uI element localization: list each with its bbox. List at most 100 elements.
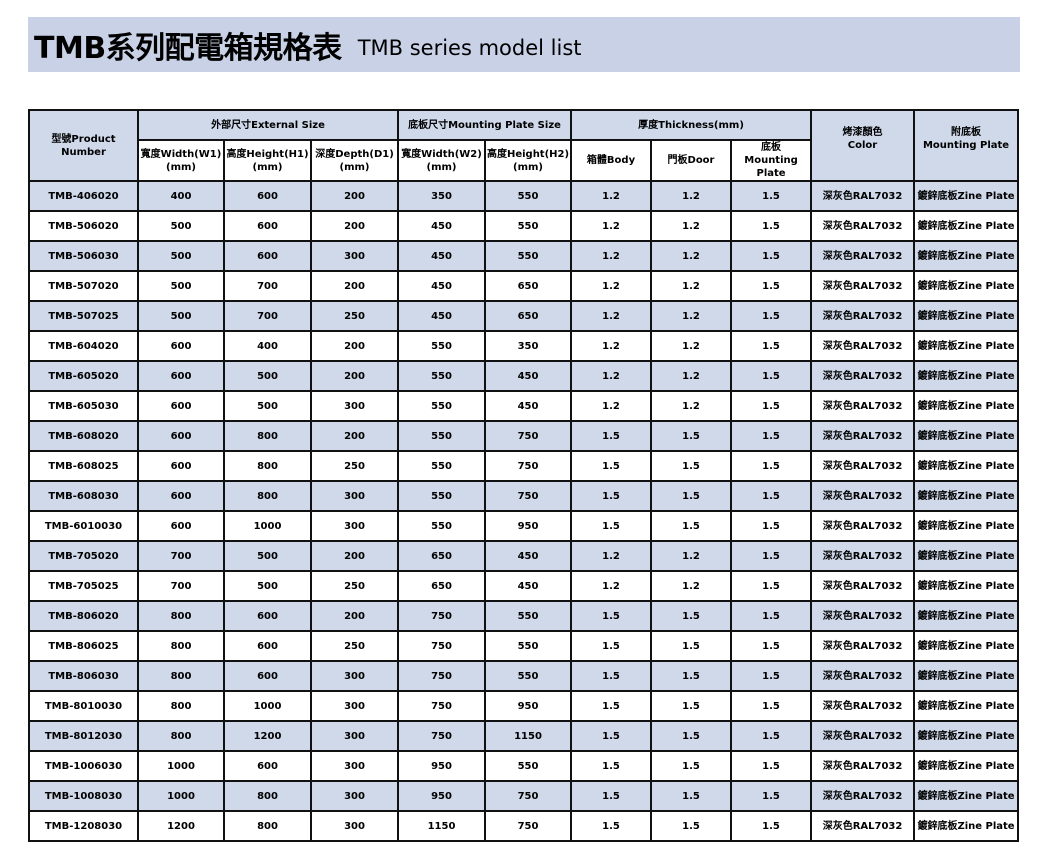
- cell-height2: 950: [484, 690, 573, 722]
- cell-height1: 1000: [223, 510, 312, 542]
- cell-width1: 600: [137, 480, 225, 512]
- cell-height2: 750: [484, 450, 573, 482]
- cell-color: 深灰色RAL7032: [810, 480, 916, 512]
- cell-color: 深灰色RAL7032: [810, 330, 916, 362]
- table-row: TMB-507020 500 700 200 450 650 1.2 1.2 1.5 深灰色RAL…: [28, 270, 1020, 302]
- cell-thickness-mounting-plate: 1.5: [730, 720, 813, 752]
- table-row: TMB-506030 500 600 300 450 550 1.2 1.2 1.5 深灰色RAL…: [28, 240, 1020, 272]
- table-row: TMB-605030 600 500 300 550 450 1.2 1.2 1.5 深灰色RAL…: [28, 390, 1020, 422]
- cell-width1: 600: [137, 330, 225, 362]
- header-plate: 附底板 Mounting Plate: [913, 109, 1020, 182]
- cell-width1: 600: [137, 360, 225, 392]
- cell-thickness-body: 1.5: [570, 450, 653, 482]
- cell-width2: 550: [397, 420, 487, 452]
- cell-color: 深灰色RAL7032: [810, 600, 916, 632]
- header-color-zh: 烤漆顏色: [842, 127, 883, 138]
- cell-mounting-plate: 鍍鋅底板Zine Plate: [913, 660, 1020, 692]
- table-row: TMB-608030 600 800 300 550 750 1.5 1.5 1.5 深灰色RAL…: [28, 480, 1020, 512]
- cell-product-number: TMB-406020: [28, 180, 139, 212]
- cell-mounting-plate: 鍍鋅底板Zine Plate: [913, 600, 1020, 632]
- title-zh: TMB系列配電箱規格表: [34, 30, 342, 66]
- table-row: TMB-8012030 800 1200 300 750 1150 1.5 1.5 1.5 深灰色…: [28, 720, 1020, 752]
- cell-thickness-mounting-plate: 1.5: [730, 570, 813, 602]
- unit-label: (mm): [339, 161, 370, 173]
- cell-width2: 750: [397, 720, 487, 752]
- cell-mounting-plate: 鍍鋅底板Zine Plate: [913, 540, 1020, 572]
- cell-width2: 450: [397, 240, 487, 272]
- cell-thickness-door: 1.5: [650, 480, 733, 512]
- cell-thickness-door: 1.2: [650, 330, 733, 362]
- cell-thickness-door: 1.5: [650, 750, 733, 782]
- cell-thickness-door: 1.5: [650, 780, 733, 812]
- cell-thickness-door: 1.2: [650, 390, 733, 422]
- cell-width2: 550: [397, 480, 487, 512]
- cell-depth1: 200: [309, 600, 400, 632]
- cell-thickness-door: 1.2: [650, 570, 733, 602]
- cell-width1: 800: [137, 660, 225, 692]
- cell-height2: 450: [484, 570, 573, 602]
- cell-width1: 500: [137, 300, 225, 332]
- cell-thickness-body: 1.5: [570, 720, 653, 752]
- cell-product-number: TMB-608025: [28, 450, 139, 482]
- header-width2-label: 寬度Width(W2): [401, 148, 482, 160]
- cell-depth1: 200: [309, 540, 400, 572]
- cell-thickness-mounting-plate: 1.5: [730, 390, 813, 422]
- cell-width1: 1000: [137, 780, 225, 812]
- cell-width2: 650: [397, 540, 487, 572]
- cell-depth1: 300: [309, 390, 400, 422]
- table-row: TMB-604020 600 400 200 550 350 1.2 1.2 1.5 深灰色RAL…: [28, 330, 1020, 362]
- table-row: TMB-507025 500 700 250 450 650 1.2 1.2 1.5 深灰色RAL…: [28, 300, 1020, 332]
- table-row: TMB-806030 800 600 300 750 550 1.5 1.5 1.5 深灰色RAL…: [28, 660, 1020, 692]
- header-width1-label: 寬度Width(W1): [140, 148, 222, 160]
- title-en: TMB series model list: [357, 35, 582, 60]
- cell-color: 深灰色RAL7032: [810, 300, 916, 332]
- cell-depth1: 300: [309, 720, 400, 752]
- cell-color: 深灰色RAL7032: [810, 540, 916, 572]
- cell-depth1: 250: [309, 570, 400, 602]
- cell-thickness-mounting-plate: 1.5: [730, 660, 813, 692]
- table-row: TMB-406020 400 600 200 350 550 1.2 1.2 1.5 深灰色RAL…: [28, 180, 1020, 212]
- cell-thickness-door: 1.2: [650, 360, 733, 392]
- cell-width2: 550: [397, 390, 487, 422]
- cell-thickness-door: 1.2: [650, 540, 733, 572]
- cell-depth1: 250: [309, 300, 400, 332]
- cell-product-number: TMB-604020: [28, 330, 139, 362]
- cell-thickness-body: 1.5: [570, 420, 653, 452]
- cell-thickness-body: 1.5: [570, 600, 653, 632]
- cell-mounting-plate: 鍍鋅底板Zine Plate: [913, 180, 1020, 212]
- cell-color: 深灰色RAL7032: [810, 510, 916, 542]
- table-row: TMB-8010030 800 1000 300 750 950 1.5 1.5 1.5 深灰色R…: [28, 690, 1020, 722]
- cell-width1: 600: [137, 420, 225, 452]
- cell-width2: 550: [397, 450, 487, 482]
- cell-width1: 1200: [137, 810, 225, 842]
- cell-height2: 450: [484, 540, 573, 572]
- table-row: TMB-608025 600 800 250 550 750 1.5 1.5 1.5 深灰色RAL…: [28, 450, 1020, 482]
- header-plate-zh: 附底板: [951, 127, 982, 138]
- cell-height1: 800: [223, 810, 312, 842]
- cell-color: 深灰色RAL7032: [810, 690, 916, 722]
- table-row: TMB-506020 500 600 200 450 550 1.2 1.2 1.5 深灰色RAL…: [28, 210, 1020, 242]
- header-door: 門板Door: [650, 139, 733, 182]
- cell-width2: 650: [397, 570, 487, 602]
- cell-width1: 500: [137, 210, 225, 242]
- cell-thickness-door: 1.2: [650, 240, 733, 272]
- cell-width2: 950: [397, 750, 487, 782]
- cell-width1: 500: [137, 270, 225, 302]
- cell-width2: 550: [397, 360, 487, 392]
- cell-width1: 800: [137, 690, 225, 722]
- cell-color: 深灰色RAL7032: [810, 630, 916, 662]
- cell-thickness-body: 1.2: [570, 540, 653, 572]
- cell-height1: 800: [223, 420, 312, 452]
- cell-thickness-mounting-plate: 1.5: [730, 510, 813, 542]
- cell-mounting-plate: 鍍鋅底板Zine Plate: [913, 510, 1020, 542]
- title-banner: TMB系列配電箱規格表 TMB series model list: [28, 17, 1020, 72]
- cell-width1: 800: [137, 630, 225, 662]
- cell-color: 深灰色RAL7032: [810, 660, 916, 692]
- cell-product-number: TMB-608030: [28, 480, 139, 512]
- header-height1: 高度Height(H1) (mm): [223, 139, 312, 182]
- cell-thickness-door: 1.2: [650, 270, 733, 302]
- cell-thickness-mounting-plate: 1.5: [730, 690, 813, 722]
- cell-product-number: TMB-506020: [28, 210, 139, 242]
- cell-product-number: TMB-507025: [28, 300, 139, 332]
- cell-thickness-body: 1.5: [570, 750, 653, 782]
